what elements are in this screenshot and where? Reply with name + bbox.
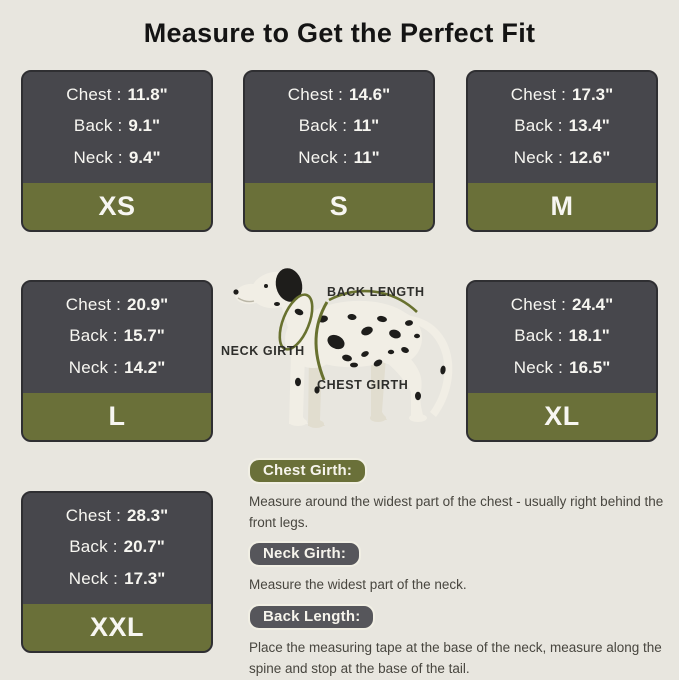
size-card-l: Chest :20.9" Back :15.7" Neck :14.2" L <box>21 280 213 442</box>
size-badge: L <box>23 393 211 440</box>
chest-label: Chest : <box>510 84 567 104</box>
chest-girth-line <box>314 301 329 381</box>
chest-value: 28.3" <box>127 505 169 525</box>
instruction-neck-girth: Neck Girth: Measure the widest part of t… <box>248 541 672 596</box>
neck-value: 16.5" <box>569 358 611 378</box>
measurements: Chest :14.6" Back :11" Neck :11" <box>245 72 433 183</box>
size-badge: XXL <box>23 604 211 651</box>
back-length-line <box>328 289 418 313</box>
back-value: 15.7" <box>123 326 165 346</box>
chest-label: Chest : <box>287 84 344 104</box>
neck-value: 14.2" <box>124 358 166 378</box>
dog-mouth-line <box>237 297 255 303</box>
back-length-badge: Back Length: <box>248 604 376 630</box>
back-label: Back : <box>514 116 563 136</box>
measurements: Chest :24.4" Back :18.1" Neck :16.5" <box>468 282 656 393</box>
back-value: 11" <box>353 116 380 136</box>
back-label: Back : <box>514 326 563 346</box>
neck-value: 11" <box>353 148 380 168</box>
size-card-s: Chest :14.6" Back :11" Neck :11" S <box>243 70 435 232</box>
neck-girth-badge: Neck Girth: <box>248 541 362 567</box>
size-badge: XS <box>23 183 211 230</box>
chest-value: 20.9" <box>127 294 169 314</box>
back-value: 13.4" <box>568 116 610 136</box>
dog-nose <box>233 289 239 295</box>
back-value: 20.7" <box>123 537 165 557</box>
neck-girth-line <box>278 293 314 351</box>
measurement-row: Back :15.7" <box>23 326 211 346</box>
size-card-xl: Chest :24.4" Back :18.1" Neck :16.5" XL <box>466 280 658 442</box>
measurement-row: Chest :24.4" <box>468 295 656 315</box>
neck-label: Neck : <box>73 148 123 168</box>
size-badge: M <box>468 183 656 230</box>
chest-girth-text: Measure around the widest part of the ch… <box>249 494 664 530</box>
neck-girth-label: NECK GIRTH <box>221 344 305 358</box>
instruction-chest-girth: Chest Girth: Measure around the widest p… <box>248 458 672 534</box>
back-length-label: BACK LENGTH <box>327 285 425 299</box>
neck-label: Neck : <box>298 148 348 168</box>
neck-label: Neck : <box>68 358 119 378</box>
chest-label: Chest : <box>66 84 122 104</box>
chest-value: 11.8" <box>127 84 168 104</box>
instruction-back-length: Back Length: Place the measuring tape at… <box>248 604 672 680</box>
measurement-row: Chest :17.3" <box>468 85 656 105</box>
measurement-row: Neck :12.6" <box>468 148 656 168</box>
measurement-row: Back :11" <box>245 116 433 136</box>
dalmatian-diagram-svg <box>233 268 453 428</box>
back-label: Back : <box>69 537 118 557</box>
measurement-row: Chest :20.9" <box>23 295 211 315</box>
neck-girth-text: Measure the widest part of the neck. <box>249 577 467 592</box>
chest-value: 24.4" <box>572 294 614 314</box>
chest-girth-label: CHEST GIRTH <box>317 378 409 392</box>
size-badge: S <box>245 183 433 230</box>
size-card-m: Chest :17.3" Back :13.4" Neck :12.6" M <box>466 70 658 232</box>
size-badge: XL <box>468 393 656 440</box>
back-length-text: Place the measuring tape at the base of … <box>249 640 662 676</box>
chest-label: Chest : <box>65 505 122 525</box>
measurements: Chest :28.3" Back :20.7" Neck :17.3" <box>23 493 211 604</box>
back-label: Back : <box>73 116 123 136</box>
chest-label: Chest : <box>65 294 122 314</box>
measurements: Chest :17.3" Back :13.4" Neck :12.6" <box>468 72 656 183</box>
neck-value: 12.6" <box>569 148 611 168</box>
measurement-row: Neck :11" <box>245 148 433 168</box>
measurement-row: Chest :28.3" <box>23 506 211 526</box>
chest-girth-badge: Chest Girth: <box>248 458 368 484</box>
back-label: Back : <box>69 326 118 346</box>
chest-value: 17.3" <box>572 84 614 104</box>
measurements: Chest :11.8" Back :9.1" Neck :9.4" <box>23 72 211 183</box>
dog-spots <box>274 268 446 401</box>
measurement-row: Neck :14.2" <box>23 358 211 378</box>
measurement-row: Back :13.4" <box>468 116 656 136</box>
dog-eye <box>264 284 268 288</box>
page-title: Measure to Get the Perfect Fit <box>143 18 536 48</box>
measurement-row: Neck :9.4" <box>23 148 211 168</box>
measurements: Chest :20.9" Back :15.7" Neck :14.2" <box>23 282 211 393</box>
measurement-row: Chest :14.6" <box>245 85 433 105</box>
measurement-row: Chest :11.8" <box>23 85 211 105</box>
neck-label: Neck : <box>513 148 564 168</box>
neck-label: Neck : <box>68 569 119 589</box>
measurement-row: Neck :16.5" <box>468 358 656 378</box>
back-label: Back : <box>298 116 348 136</box>
back-value: 9.1" <box>128 116 161 136</box>
neck-label: Neck : <box>513 358 564 378</box>
neck-value: 17.3" <box>124 569 166 589</box>
measurement-row: Back :18.1" <box>468 326 656 346</box>
size-card-xxl: Chest :28.3" Back :20.7" Neck :17.3" XXL <box>21 491 213 653</box>
chest-value: 14.6" <box>349 84 391 104</box>
chest-label: Chest : <box>510 294 567 314</box>
dog-illustration <box>225 262 460 437</box>
measurement-row: Neck :17.3" <box>23 569 211 589</box>
measurement-row: Back :9.1" <box>23 116 211 136</box>
measurement-row: Back :20.7" <box>23 537 211 557</box>
neck-value: 9.4" <box>128 148 161 168</box>
measurement-lines <box>278 289 418 381</box>
size-card-xs: Chest :11.8" Back :9.1" Neck :9.4" XS <box>21 70 213 232</box>
back-value: 18.1" <box>568 326 610 346</box>
